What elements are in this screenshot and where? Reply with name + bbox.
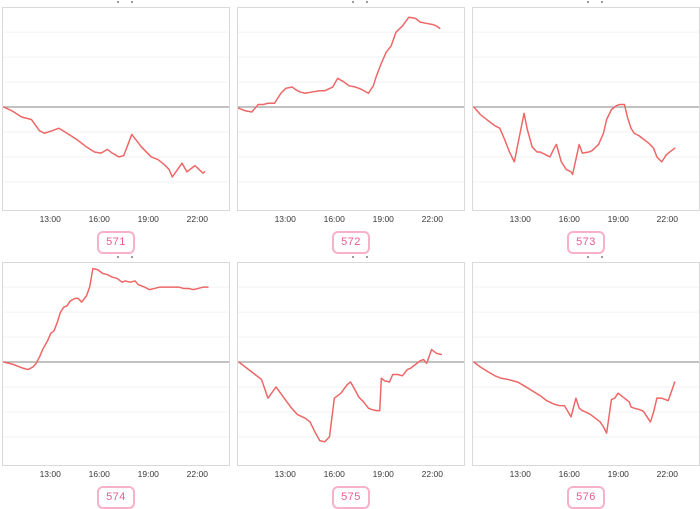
chart-id-badge[interactable]: 576 — [567, 486, 605, 509]
x-axis: 13:00 16:00 19:00 22:00 — [2, 468, 230, 480]
badge-row: 573 — [472, 231, 700, 254]
x-axis: 13:00 16:00 19:00 22:00 — [237, 468, 465, 480]
x-tick-label: 16:00 — [323, 214, 345, 224]
badge-row: 572 — [237, 231, 465, 254]
x-tick-label: 22:00 — [421, 469, 443, 479]
x-tick-label: 22:00 — [186, 214, 208, 224]
chart-cell-575: 13:00 16:00 19:00 22:00 575 — [237, 255, 465, 509]
badge-row: 574 — [2, 486, 230, 509]
chart-id-badge[interactable]: 573 — [567, 231, 605, 254]
series-line — [3, 267, 209, 371]
chart-cell-572: 13:00 16:00 19:00 22:00 572 — [237, 0, 465, 255]
x-tick-label: 13:00 — [39, 469, 61, 479]
line-chart — [473, 31, 699, 183]
line-chart — [3, 31, 229, 183]
chart-id-badge[interactable]: 575 — [332, 486, 370, 509]
chart-id-badge[interactable]: 572 — [332, 231, 370, 254]
x-tick-label: 19:00 — [372, 214, 394, 224]
series-line — [238, 16, 441, 113]
chart-cell-573: 13:00 16:00 19:00 22:00 573 — [472, 0, 700, 255]
clipped-title-fragment — [472, 0, 700, 7]
chart-cell-571: 13:00 16:00 19:00 22:00 571 — [2, 0, 230, 255]
chart-cell-576: 13:00 16:00 19:00 22:00 576 — [472, 255, 700, 509]
clipped-title-fragment — [2, 0, 230, 7]
clipped-title-fragment — [237, 0, 465, 7]
chart-panel — [472, 7, 700, 211]
x-tick-label: 16:00 — [558, 469, 580, 479]
chart-cell-574: 13:00 16:00 19:00 22:00 574 — [2, 255, 230, 509]
x-tick-label: 19:00 — [607, 214, 629, 224]
series-line — [473, 103, 676, 176]
x-tick-label: 22:00 — [421, 214, 443, 224]
x-tick-label: 13:00 — [39, 214, 61, 224]
series-line — [473, 361, 676, 434]
series-line — [3, 106, 206, 178]
x-tick-label: 22:00 — [656, 214, 678, 224]
x-tick-label: 16:00 — [88, 214, 110, 224]
line-chart — [3, 267, 229, 438]
chart-panel — [2, 7, 230, 211]
x-tick-label: 16:00 — [323, 469, 345, 479]
x-tick-label: 13:00 — [274, 469, 296, 479]
chart-panel — [237, 7, 465, 211]
x-tick-label: 19:00 — [137, 214, 159, 224]
x-tick-label: 19:00 — [372, 469, 394, 479]
x-tick-label: 13:00 — [509, 214, 531, 224]
chart-id-badge[interactable]: 574 — [97, 486, 135, 509]
badge-row: 571 — [2, 231, 230, 254]
x-tick-label: 22:00 — [186, 469, 208, 479]
x-tick-label: 13:00 — [509, 469, 531, 479]
line-chart — [473, 286, 699, 438]
x-axis: 13:00 16:00 19:00 22:00 — [472, 468, 700, 480]
chart-panel — [237, 262, 465, 466]
chart-panel — [2, 262, 230, 466]
badge-row: 576 — [472, 486, 700, 509]
x-axis: 13:00 16:00 19:00 22:00 — [237, 213, 465, 225]
chart-panel — [472, 262, 700, 466]
x-tick-label: 19:00 — [607, 469, 629, 479]
x-tick-label: 16:00 — [88, 469, 110, 479]
clipped-title-fragment — [237, 255, 465, 262]
clipped-title-fragment — [472, 255, 700, 262]
chart-id-badge[interactable]: 571 — [97, 231, 135, 254]
x-tick-label: 16:00 — [558, 214, 580, 224]
badge-row: 575 — [237, 486, 465, 509]
x-tick-label: 19:00 — [137, 469, 159, 479]
x-tick-label: 22:00 — [656, 469, 678, 479]
series-line — [238, 348, 443, 443]
x-axis: 13:00 16:00 19:00 22:00 — [2, 213, 230, 225]
line-chart — [238, 16, 464, 183]
clipped-title-fragment — [2, 255, 230, 262]
line-chart — [238, 286, 464, 443]
x-tick-label: 13:00 — [274, 214, 296, 224]
x-axis: 13:00 16:00 19:00 22:00 — [472, 213, 700, 225]
